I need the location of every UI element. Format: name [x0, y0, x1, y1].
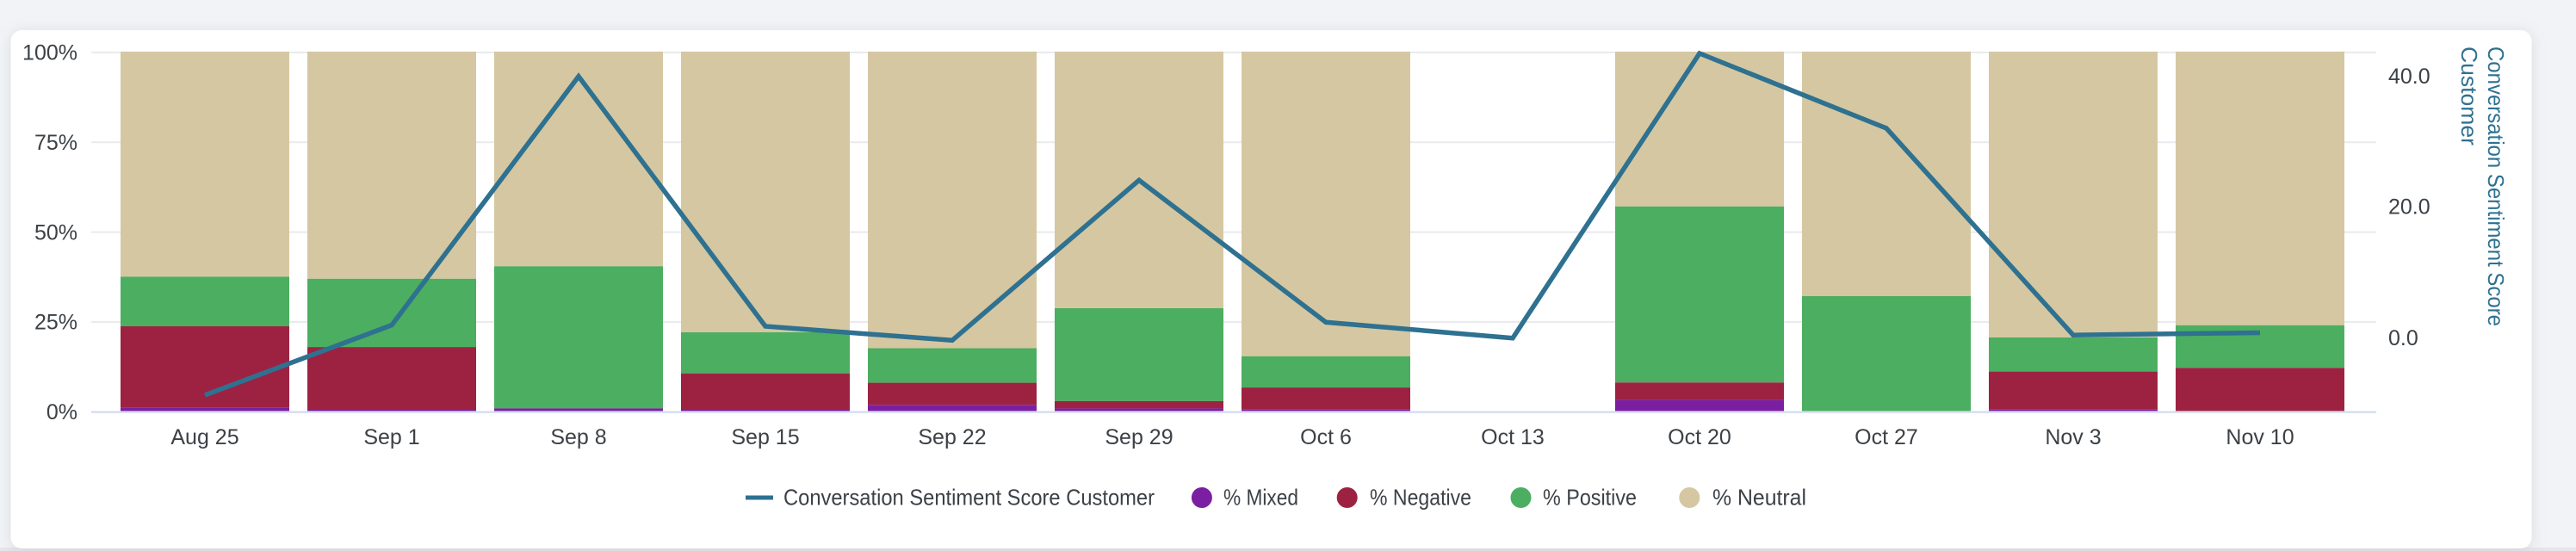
svg-text:Oct 27: Oct 27: [1855, 425, 1918, 449]
svg-text:Sep 29: Sep 29: [1105, 425, 1173, 449]
svg-text:Sep 22: Sep 22: [918, 425, 986, 449]
svg-text:Oct 13: Oct 13: [1481, 425, 1545, 449]
svg-text:75%: 75%: [34, 131, 77, 155]
svg-text:Oct 6: Oct 6: [1300, 425, 1352, 449]
svg-text:Oct 20: Oct 20: [1668, 425, 1731, 449]
svg-text:Nov 3: Nov 3: [2045, 425, 2101, 449]
svg-text:Sep 1: Sep 1: [363, 425, 419, 449]
svg-text:Conversation Sentiment Score: Conversation Sentiment Score: [2483, 46, 2509, 326]
svg-text:Sep 8: Sep 8: [550, 425, 606, 449]
svg-text:Nov 10: Nov 10: [2226, 425, 2294, 449]
svg-text:Customer: Customer: [2456, 46, 2482, 145]
svg-text:Conversation Sentiment Score C: Conversation Sentiment Score Customer: [783, 485, 1155, 511]
svg-text:Aug 25: Aug 25: [170, 425, 238, 449]
svg-text:Sep 15: Sep 15: [731, 425, 799, 449]
svg-text:0.0: 0.0: [2388, 326, 2418, 350]
svg-text:% Positive: % Positive: [1543, 485, 1637, 511]
svg-text:40.0: 40.0: [2388, 65, 2430, 89]
svg-text:25%: 25%: [34, 311, 77, 335]
svg-text:% Neutral: % Neutral: [1712, 485, 1806, 511]
svg-text:% Mixed: % Mixed: [1223, 485, 1298, 511]
svg-text:% Negative: % Negative: [1370, 485, 1471, 511]
svg-text:50%: 50%: [34, 220, 77, 245]
svg-text:0%: 0%: [46, 400, 77, 424]
svg-text:100%: 100%: [22, 41, 77, 65]
svg-text:20.0: 20.0: [2388, 195, 2430, 220]
